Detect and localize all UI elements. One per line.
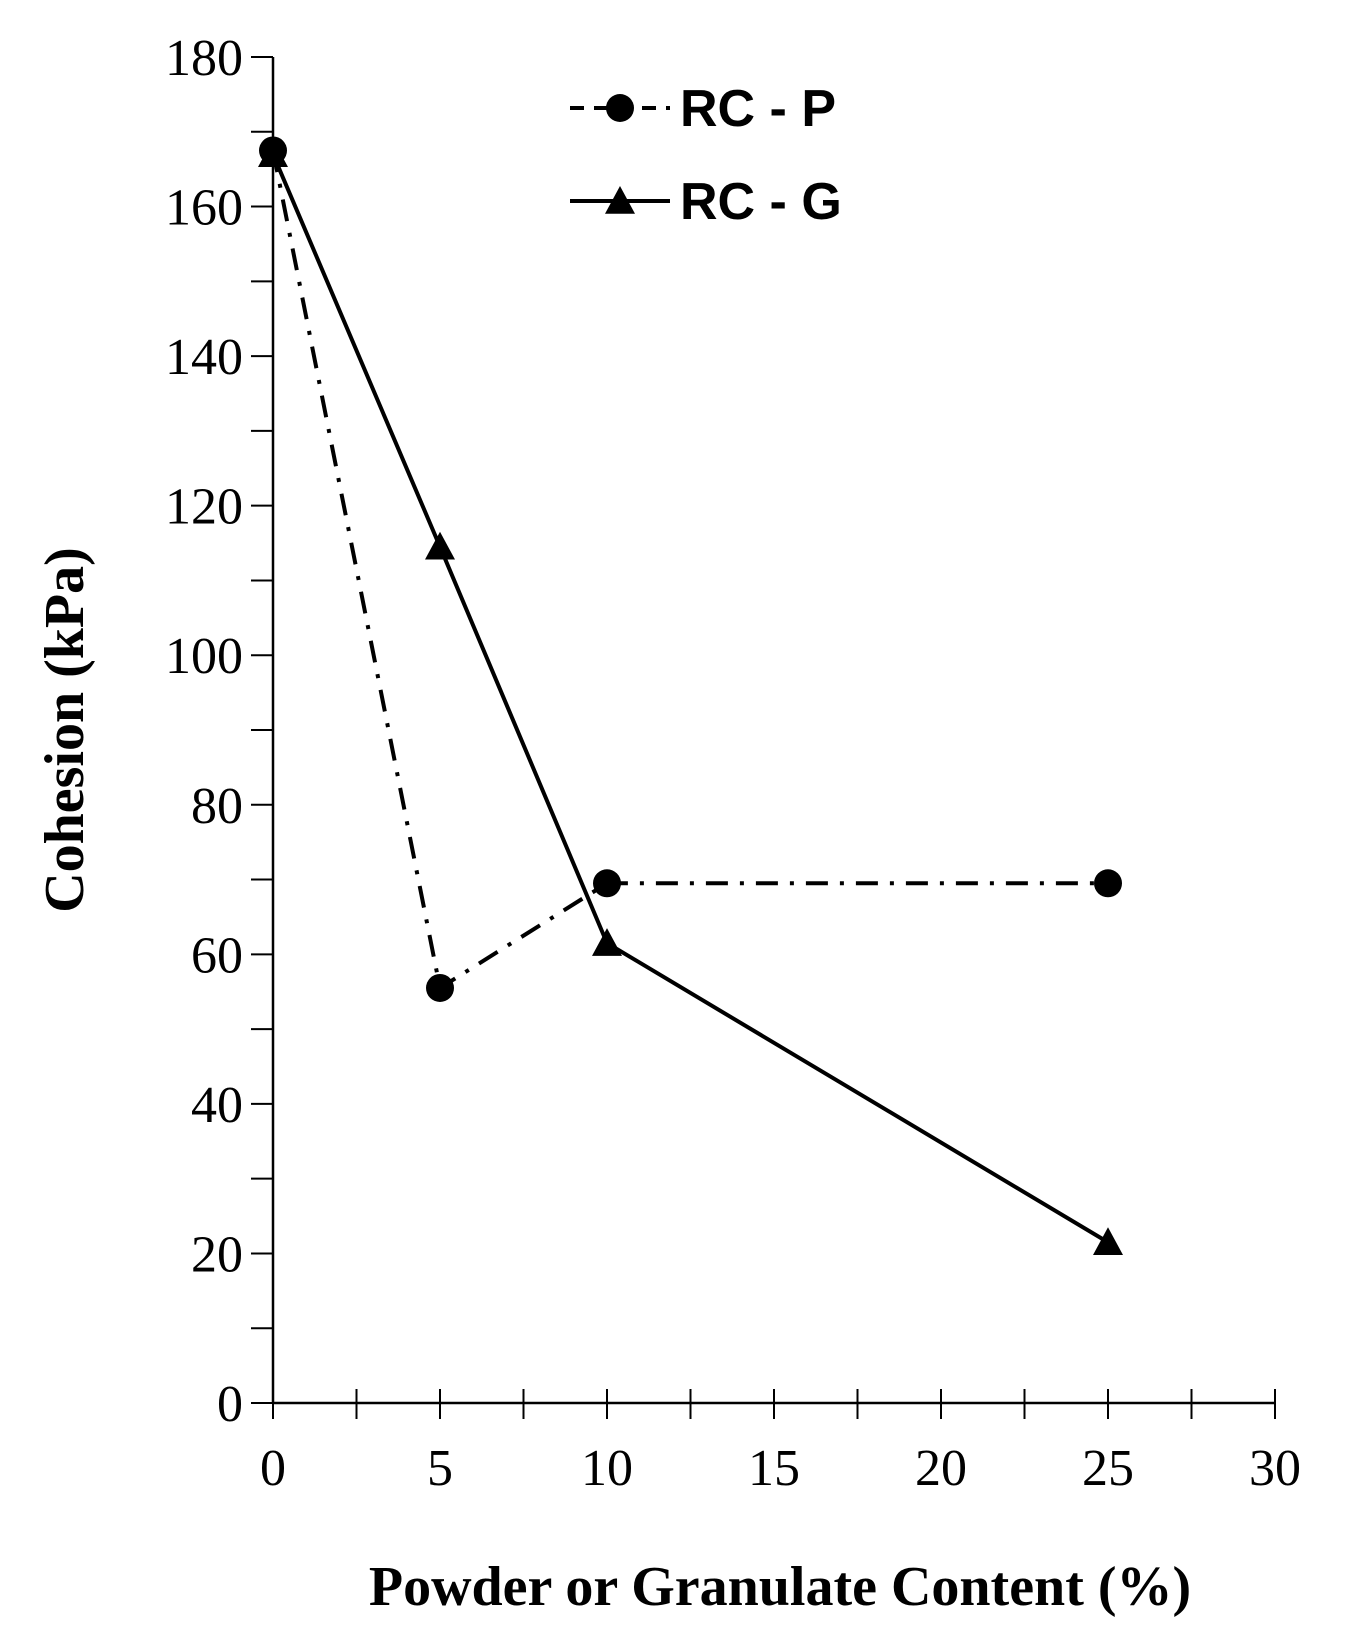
y-tick-label: 160 [165,180,243,237]
y-tick-label: 80 [191,778,243,835]
x-tick-label: 25 [1082,1440,1134,1497]
y-ticks: 0 20 40 60 80 100 120 140 160 180 [165,30,273,1433]
legend-label: RC - P [680,80,836,138]
series-line-rc-g [271,153,1110,1244]
x-tick-label: 15 [748,1440,800,1497]
y-axis-title: Cohesion (kPa) [34,547,96,913]
data-point-rc-g [1093,1227,1123,1255]
y-tick-label: 40 [191,1077,243,1134]
y-tick-label: 140 [165,329,243,386]
series-layer [258,136,1123,1255]
y-tick-label: 180 [165,30,243,87]
data-point-rc-p [426,973,454,1002]
x-tick-label: 10 [581,1440,633,1497]
data-point-rc-g [425,531,455,560]
x-tick-label: 30 [1249,1440,1301,1497]
legend-item-rc-g: RC - G [570,173,842,231]
data-point-rc-g [592,928,622,956]
axes [271,57,1275,1405]
y-tick-label: 120 [165,479,243,536]
y-tick-label: 100 [165,628,243,685]
legend-marker [606,94,634,122]
y-tick-label: 20 [191,1226,243,1283]
x-axis-title: Powder or Granulate Content (%) [369,1556,1191,1618]
legend-label: RC - G [680,173,842,231]
x-tick-label: 0 [260,1440,286,1497]
y-tick-label: 0 [217,1376,243,1433]
series-rc-g [258,139,1123,1255]
legend-marker [605,186,635,214]
series-rc-p [259,136,1122,1002]
x-ticks: 0 5 10 15 20 25 30 [260,1389,1301,1497]
series-line-rc-p [271,150,1108,990]
data-point-rc-p [593,869,621,898]
x-tick-label: 5 [427,1440,453,1497]
data-point-rc-g [258,139,288,167]
legend-item-rc-p: RC - P [570,80,836,138]
legend: RC - P RC - G [570,80,842,231]
data-point-rc-p [1094,869,1122,898]
y-tick-label: 60 [191,927,243,984]
x-tick-label: 20 [915,1440,967,1497]
